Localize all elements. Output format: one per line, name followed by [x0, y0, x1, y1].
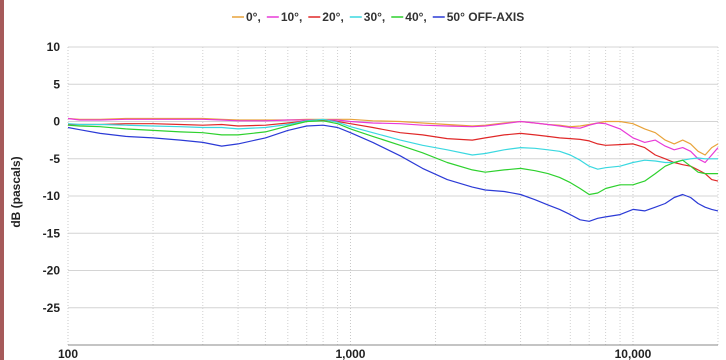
series-line-4	[67, 120, 718, 196]
legend-label: 10°,	[281, 10, 302, 24]
x-tick-label: 1,000	[335, 347, 365, 360]
y-tick-label: 5	[53, 77, 60, 91]
y-tick-label: -20	[43, 264, 61, 278]
y-tick-label: -25	[43, 301, 61, 315]
left-edge-bar	[0, 0, 4, 360]
legend: 0°, 10°, 20°, 30°, 40°, 50° OFF-AXIS	[232, 10, 524, 24]
y-tick-label: 10	[47, 40, 61, 54]
legend-label: 30°,	[364, 10, 385, 24]
series-line-0	[67, 117, 719, 156]
tick-labels: 10 5 0 -5 -10 -15 -20 -25 100 1,000 10,000	[43, 40, 652, 360]
legend-label: 0°,	[246, 10, 261, 24]
y-tick-label: -15	[43, 226, 61, 240]
y-tick-label: -5	[49, 152, 60, 166]
series-line-2	[68, 119, 719, 182]
y-tick-label: 0	[53, 115, 60, 129]
grid-layer	[67, 46, 719, 346]
series-line-1	[67, 117, 719, 164]
x-tick-label: 10,000	[615, 347, 652, 360]
series-layer	[67, 117, 719, 222]
legend-label: 40°,	[405, 10, 426, 24]
y-tick-label: -10	[43, 189, 61, 203]
series-line-3	[67, 118, 718, 170]
x-tick-label: 100	[58, 347, 78, 360]
legend-label: 20°,	[322, 10, 343, 24]
legend-label: 50° OFF-AXIS	[447, 10, 524, 24]
series-line-5	[67, 124, 719, 222]
y-axis-title: dB (pascals)	[9, 156, 23, 227]
